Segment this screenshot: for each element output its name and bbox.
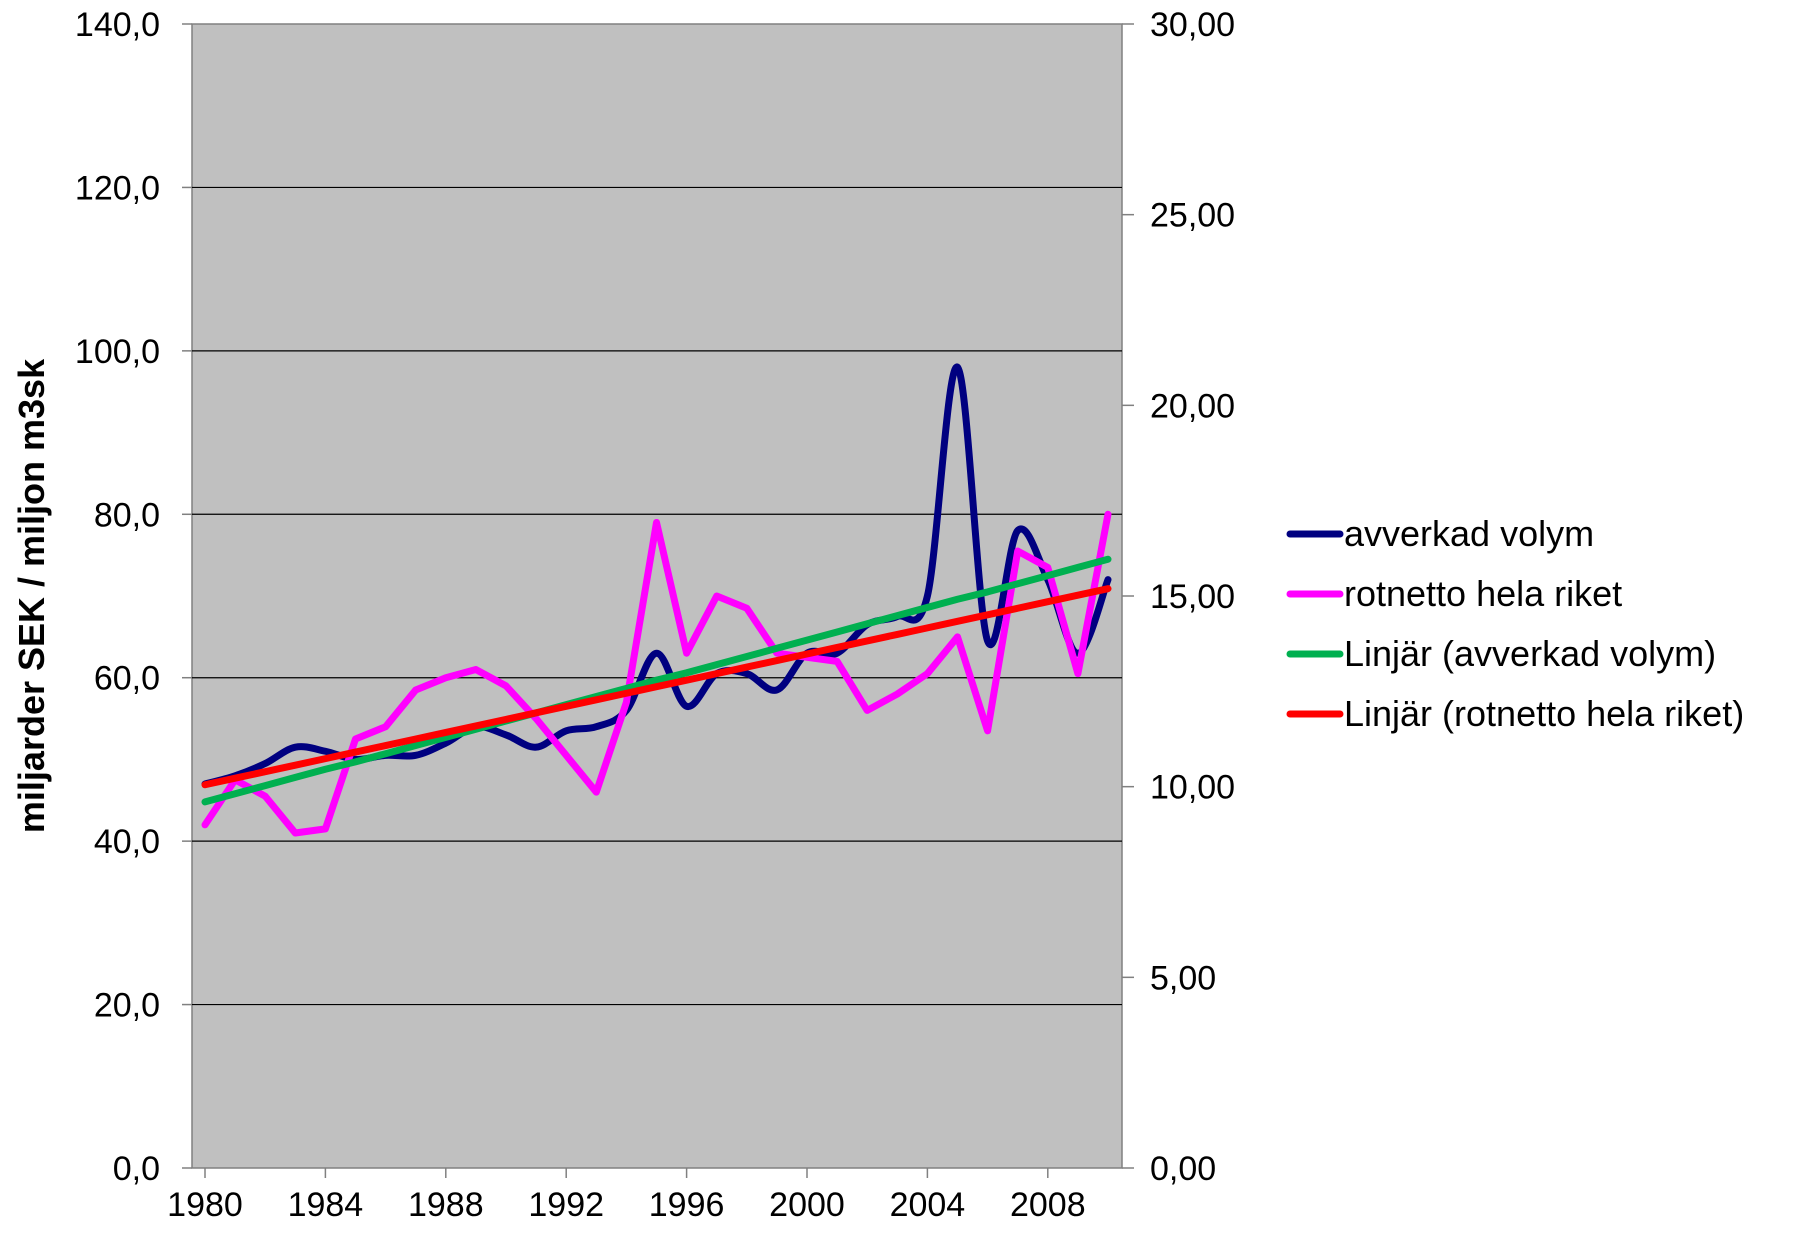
- x-tick-label: 2000: [769, 1186, 845, 1224]
- legend-label-rotnetto-hela-riket: rotnetto hela riket: [1344, 573, 1622, 614]
- legend-label-avverkad-volym: avverkad volym: [1344, 513, 1594, 554]
- x-tick-label: 2008: [1010, 1186, 1086, 1224]
- y2-tick-label: 0,00: [1150, 1150, 1216, 1188]
- y-axis-title: miljarder SEK / miljon m3sk: [11, 358, 52, 833]
- x-tick-label: 1980: [167, 1186, 243, 1224]
- y-tick-label: 20,0: [94, 987, 160, 1025]
- x-tick-label: 1996: [649, 1186, 725, 1224]
- series-line-linj-r-avverkad-volym: [201, 555, 1112, 806]
- y2-tick-label: 10,00: [1150, 769, 1235, 807]
- gridlines: [192, 186, 1122, 1006]
- y2-tick-label: 25,00: [1150, 197, 1235, 235]
- legend-label-linj-r-avverkad-volym: Linjär (avverkad volym): [1344, 633, 1716, 674]
- y2-tick-label: 5,00: [1150, 959, 1216, 997]
- axes: 0,0 20,0 40,0 60,0 80,0 100,0 120,0 140,0 0,00 5,…: [75, 6, 1235, 1224]
- y-tick-label: 120,0: [75, 169, 160, 207]
- x-tick-label: 1988: [408, 1186, 484, 1224]
- y-tick-label: 60,0: [94, 660, 160, 698]
- y-tick-label: 40,0: [94, 823, 160, 861]
- legend-label-linj-r-rotnetto-hela-riket: Linjär (rotnetto hela riket): [1344, 693, 1744, 734]
- y-tick-label: 0,0: [113, 1150, 160, 1188]
- y-tick-label: 80,0: [94, 496, 160, 534]
- legend: avverkad volym rotnetto hela riket Linjär …: [1286, 513, 1744, 734]
- y2-tick-label: 30,00: [1150, 6, 1235, 44]
- y-tick-label: 100,0: [75, 333, 160, 371]
- series-line-linj-r-rotnetto-hela-riket: [201, 585, 1112, 789]
- series-line-rotnetto-hela-riket: [201, 510, 1112, 837]
- y2-tick-label: 15,00: [1150, 578, 1235, 616]
- y2-tick-label: 20,00: [1150, 387, 1235, 425]
- x-tick-label: 1992: [528, 1186, 604, 1224]
- series-lines: [201, 363, 1112, 837]
- x-tick-label: 1984: [288, 1186, 364, 1224]
- x-tick-label: 2004: [890, 1186, 966, 1224]
- y-tick-label: 140,0: [75, 6, 160, 44]
